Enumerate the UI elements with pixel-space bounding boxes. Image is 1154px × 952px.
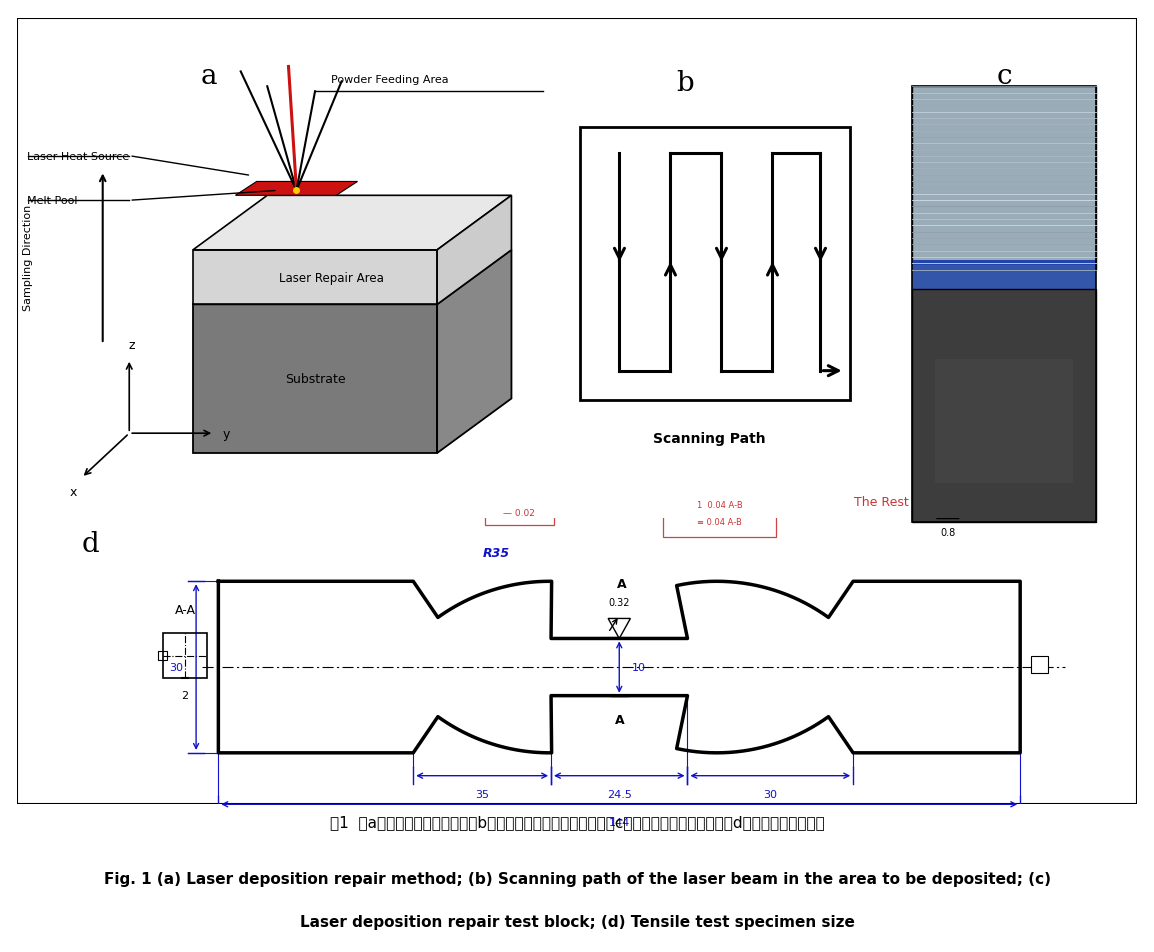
Text: Laser deposition repair test block; (d) Tensile test specimen size: Laser deposition repair test block; (d) …	[300, 914, 854, 929]
Text: — 0.02: — 0.02	[503, 508, 535, 518]
Text: d: d	[82, 530, 99, 557]
Polygon shape	[437, 196, 511, 305]
Bar	[1032, 656, 1048, 673]
Text: Substrate: Substrate	[285, 373, 345, 386]
Text: 图1  （a）激光沉积修复方式；（b）待沉积区激光束扫描路径；（c）激光沉积修复试验块；（d）拉伸试验试样尺寸: 图1 （a）激光沉积修复方式；（b）待沉积区激光束扫描路径；（c）激光沉积修复试…	[330, 814, 824, 829]
Polygon shape	[193, 196, 511, 250]
Text: Scanning Path: Scanning Path	[653, 431, 766, 446]
Bar	[912, 88, 1096, 270]
Text: Melt Pool: Melt Pool	[28, 196, 77, 206]
Polygon shape	[193, 250, 437, 305]
Text: x: x	[70, 486, 77, 499]
Text: 35: 35	[475, 789, 489, 799]
Text: R35: R35	[484, 546, 510, 560]
Text: A: A	[614, 713, 624, 726]
Bar	[580, 129, 850, 401]
Bar	[912, 261, 1096, 266]
Text: y: y	[222, 427, 230, 440]
Text: 30: 30	[763, 789, 778, 799]
Text: ≡ 0.04 A-B: ≡ 0.04 A-B	[697, 517, 742, 526]
Polygon shape	[193, 250, 511, 305]
Text: Laser Heat Source: Laser Heat Source	[28, 151, 129, 162]
Text: The Rest: The Rest	[854, 495, 908, 508]
Polygon shape	[235, 182, 358, 196]
Text: z: z	[128, 339, 135, 352]
Polygon shape	[193, 305, 437, 453]
Text: 144: 144	[608, 818, 630, 827]
Text: a: a	[201, 63, 217, 89]
Text: c: c	[996, 63, 1012, 89]
Bar	[912, 88, 1096, 523]
Text: 1  0.04 A-B: 1 0.04 A-B	[697, 500, 742, 509]
Polygon shape	[218, 582, 1020, 753]
Bar	[158, 651, 167, 661]
Text: Sampling Direction: Sampling Direction	[23, 205, 33, 311]
Text: A: A	[617, 577, 627, 590]
Text: A-A: A-A	[174, 604, 195, 617]
Text: 0.32: 0.32	[608, 598, 630, 607]
Polygon shape	[437, 250, 511, 453]
Text: 10: 10	[632, 663, 646, 672]
Text: 24.5: 24.5	[607, 789, 631, 799]
Bar	[163, 633, 208, 679]
FancyBboxPatch shape	[17, 19, 1137, 804]
Bar	[935, 360, 1073, 484]
Text: b: b	[676, 69, 695, 97]
FancyBboxPatch shape	[485, 501, 554, 526]
Bar	[912, 266, 1096, 295]
Text: 2: 2	[181, 690, 188, 700]
Text: Laser Repair Area: Laser Repair Area	[278, 271, 383, 285]
Text: 0.8: 0.8	[941, 527, 956, 537]
Text: Powder Feeding Area: Powder Feeding Area	[331, 75, 449, 85]
Text: 30: 30	[170, 663, 183, 672]
FancyBboxPatch shape	[662, 489, 777, 537]
Text: Fig. 1 (a) Laser deposition repair method; (b) Scanning path of the laser beam i: Fig. 1 (a) Laser deposition repair metho…	[104, 871, 1050, 886]
Bar	[912, 290, 1096, 523]
Bar	[912, 88, 1096, 270]
